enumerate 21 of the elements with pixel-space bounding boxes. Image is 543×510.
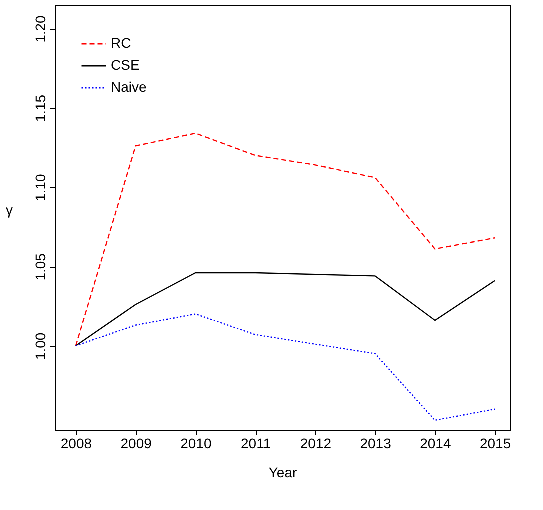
x-tick-label: 2008 xyxy=(60,436,92,452)
y-tick-label: 1.20 xyxy=(32,15,48,43)
legend-label: CSE xyxy=(111,57,140,73)
y-tick-label: 1.00 xyxy=(32,332,48,360)
y-axis-title: γ xyxy=(6,202,13,218)
x-tick-label: 2013 xyxy=(360,436,392,452)
line-series xyxy=(75,314,496,422)
y-tick-label: 1.15 xyxy=(32,94,48,122)
x-axis-title: Year xyxy=(268,464,298,480)
y-tick-label: 1.10 xyxy=(32,174,48,202)
legend-label: Naive xyxy=(111,79,148,95)
legend-label: RC xyxy=(111,35,132,51)
x-tick-label: 2010 xyxy=(180,436,212,452)
x-tick-label: 2009 xyxy=(120,436,152,452)
x-tick-label: 2011 xyxy=(241,436,272,452)
x-tick-label: 2012 xyxy=(300,436,332,452)
line-series xyxy=(75,132,496,347)
x-tick-label: 2015 xyxy=(480,436,512,452)
y-tick-label: 1.05 xyxy=(32,253,48,281)
line-series xyxy=(75,272,496,347)
x-tick-label: 2014 xyxy=(420,436,452,452)
